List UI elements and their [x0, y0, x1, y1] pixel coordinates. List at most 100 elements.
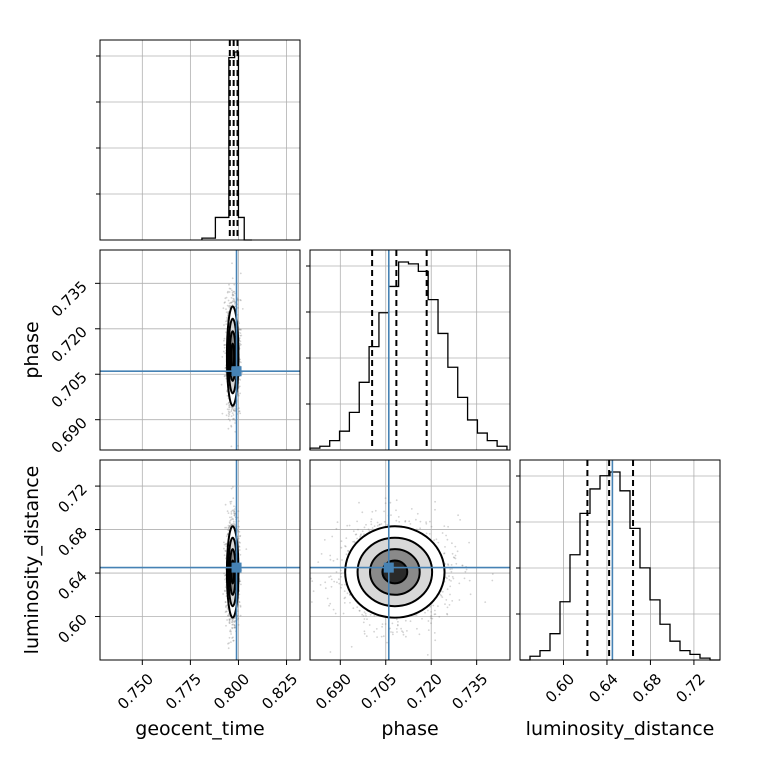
- sample-point: [227, 412, 230, 415]
- sample-point: [239, 534, 242, 537]
- sample-point: [451, 600, 454, 602]
- sample-point: [228, 618, 231, 621]
- sample-point: [224, 367, 227, 369]
- sample-point: [338, 582, 341, 585]
- sample-point: [238, 549, 241, 551]
- sample-point: [456, 550, 459, 553]
- sample-point: [228, 526, 231, 529]
- sample-point: [231, 619, 234, 622]
- sample-point: [225, 308, 227, 311]
- sample-point: [228, 613, 230, 616]
- sample-point: [228, 619, 231, 622]
- sample-point: [232, 639, 235, 642]
- sample-point: [238, 337, 241, 339]
- sample-point: [366, 618, 368, 620]
- sample-point: [371, 527, 374, 529]
- sample-point: [405, 635, 407, 638]
- sample-point: [228, 408, 231, 411]
- sample-point: [237, 445, 239, 447]
- sample-point: [239, 553, 242, 556]
- sample-point: [231, 626, 234, 629]
- sample-point: [224, 578, 226, 581]
- sample-point: [231, 619, 234, 621]
- sample-point: [224, 590, 227, 592]
- sample-point: [227, 418, 230, 420]
- sample-point: [226, 510, 229, 513]
- sample-point: [445, 599, 448, 601]
- sample-point: [232, 417, 235, 420]
- sample-point: [228, 621, 231, 624]
- sample-point: [227, 512, 230, 514]
- sample-point: [227, 299, 230, 302]
- sample-point: [224, 526, 227, 529]
- sample-point: [226, 604, 228, 607]
- sample-point: [225, 545, 228, 548]
- sample-point: [364, 612, 367, 615]
- sample-point: [376, 524, 379, 527]
- sample-point: [380, 635, 383, 638]
- sample-point: [230, 621, 233, 624]
- sample-point: [224, 503, 227, 506]
- sample-point: [361, 613, 364, 616]
- sample-point: [230, 523, 233, 526]
- sample-point: [228, 521, 231, 524]
- sample-point: [396, 631, 398, 633]
- sample-point: [358, 609, 361, 612]
- sample-point: [373, 525, 376, 528]
- sample-point: [452, 577, 455, 580]
- sample-point: [427, 609, 429, 612]
- sample-point: [424, 611, 426, 614]
- sample-point: [450, 564, 453, 566]
- sample-point: [230, 410, 233, 413]
- sample-point: [234, 508, 236, 510]
- sample-point: [228, 404, 231, 407]
- sample-point: [231, 289, 233, 292]
- panel-hist-luminosity-distance: [516, 459, 721, 661]
- sample-point: [319, 584, 322, 586]
- sample-point: [465, 568, 468, 571]
- sample-point: [226, 533, 229, 536]
- sample-point: [233, 283, 236, 286]
- sample-point: [439, 593, 442, 596]
- contour-line: [356, 536, 434, 608]
- sample-point: [329, 558, 332, 561]
- contour-line: [369, 548, 421, 596]
- sample-point: [229, 419, 231, 422]
- sample-point: [358, 501, 360, 504]
- sample-point: [354, 533, 357, 536]
- sample-point: [382, 635, 385, 638]
- sample-point: [404, 520, 407, 522]
- sample-point: [410, 508, 413, 510]
- sample-point: [336, 581, 338, 584]
- sample-point: [239, 340, 242, 343]
- sample-point: [240, 583, 242, 586]
- sample-point: [228, 304, 231, 307]
- sample-point: [329, 575, 332, 578]
- sample-point: [225, 535, 228, 538]
- sample-point: [230, 445, 233, 448]
- sample-point: [397, 516, 400, 518]
- sample-point: [365, 523, 367, 526]
- sample-point: [230, 408, 233, 411]
- sample-point: [229, 501, 232, 503]
- sample-point: [230, 487, 233, 490]
- sample-point: [346, 592, 349, 595]
- sample-point: [229, 522, 232, 525]
- sample-point: [345, 537, 348, 539]
- sample-point: [395, 509, 397, 512]
- sample-point: [228, 618, 231, 621]
- sample-point: [454, 545, 457, 548]
- sample-point: [390, 514, 392, 516]
- x-axis-label-geocent-time: geocent_time: [135, 718, 264, 740]
- sample-point: [342, 612, 345, 615]
- sample-point: [380, 523, 383, 525]
- sample-point: [224, 301, 226, 303]
- sample-point: [245, 548, 248, 550]
- sample-point: [311, 601, 313, 603]
- sample-point: [230, 511, 233, 513]
- panel-frame: [99, 249, 301, 451]
- sample-point: [336, 558, 339, 561]
- sample-point: [234, 512, 237, 514]
- sample-point: [225, 311, 228, 314]
- sample-point: [228, 622, 231, 624]
